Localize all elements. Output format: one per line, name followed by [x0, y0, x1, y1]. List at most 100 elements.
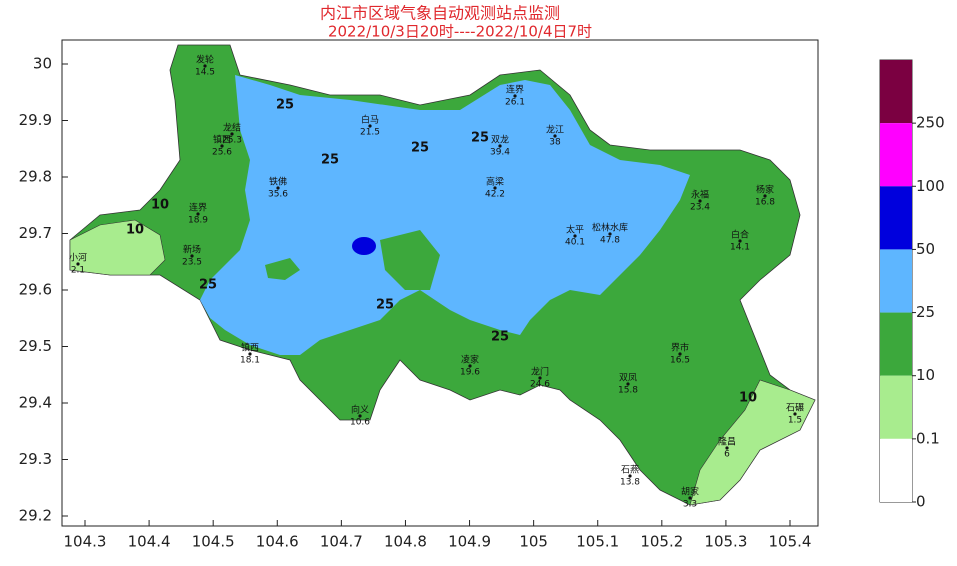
station-value: 42.2 [485, 190, 505, 200]
station-name: 凌家 [461, 354, 479, 366]
x-tick-label: 104.4 [128, 533, 171, 551]
station-dot [628, 474, 632, 478]
x-tick-label: 105.2 [640, 533, 683, 551]
contour-label: 25 [199, 278, 217, 293]
x-tick-label: 104.9 [448, 533, 491, 551]
station-value: 3.3 [683, 500, 697, 510]
station-value: 18.9 [188, 216, 208, 226]
station-value: 2.1 [71, 266, 85, 276]
station-dot [678, 352, 682, 356]
x-tick-label: 104.8 [384, 533, 427, 551]
y-tick-label: 29.7 [19, 224, 52, 242]
station-value: 15.8 [618, 386, 638, 396]
x-tick-label: 105.4 [769, 533, 812, 551]
station-value: 24.6 [530, 380, 550, 390]
legend-label: 0.1 [916, 429, 940, 447]
legend-label: 50 [916, 240, 935, 258]
contour-label: 25 [471, 131, 489, 146]
station-name: 太平 [566, 224, 584, 236]
legend-label: 250 [916, 114, 945, 132]
station-dot [368, 124, 372, 128]
station-name: 铁佛 [269, 176, 287, 188]
station-name: 石燕 [621, 464, 639, 476]
station-name: 龙门 [531, 366, 549, 378]
station-name: 石碾 [786, 403, 804, 414]
legend-swatch [880, 60, 912, 124]
station-dot [276, 186, 280, 190]
subtitle: 2022/10/3日20时----2022/10/4日7时 [328, 23, 592, 41]
station-dot [793, 412, 797, 416]
station-value: 14.5 [195, 68, 215, 78]
station-name: 龙江 [546, 124, 564, 136]
station-value: 35.6 [268, 190, 288, 200]
station-value: 39.4 [490, 148, 510, 158]
station-dot [493, 186, 497, 190]
station-name: 镇西 [213, 134, 231, 146]
station-dot [513, 94, 517, 98]
station-value: 25.6 [212, 148, 232, 158]
region-lightblue [200, 75, 690, 355]
station-dot [626, 382, 630, 386]
station-name: 隆昌 [718, 436, 736, 448]
station-name: 镇西 [241, 342, 259, 354]
region-lightgreen [689, 379, 816, 506]
map-area: 25252525251010252510发轮14.5龙结25.3镇西25.6白马… [69, 44, 816, 510]
x-tick-label: 104.7 [320, 533, 363, 551]
station-value: 16.5 [670, 356, 690, 366]
x-tick-label: 104.5 [192, 533, 235, 551]
contour-label: 10 [739, 391, 757, 406]
station-name: 高梁 [486, 176, 504, 188]
station-value: 23.4 [690, 203, 710, 213]
station-value: 18.1 [240, 356, 260, 366]
station-dot [76, 262, 80, 266]
station-name: 小河 [69, 252, 87, 264]
region-green-island [265, 258, 300, 280]
region-green-island [380, 230, 440, 290]
station-dot [230, 132, 234, 136]
x-tick-label: 104.3 [64, 533, 107, 551]
region-blue [352, 237, 376, 255]
y-tick-label: 29.8 [19, 168, 52, 186]
station-dot [190, 254, 194, 258]
station-name: 界市 [671, 342, 689, 354]
station-dot [498, 144, 502, 148]
station-value: 23.5 [182, 258, 202, 268]
station-dot [608, 232, 612, 236]
x-tick-label: 105 [519, 533, 548, 551]
y-tick-label: 30 [33, 55, 52, 73]
station-name: 白合 [731, 229, 749, 241]
station-name: 连界 [506, 84, 524, 96]
station-dot [203, 64, 207, 68]
station-value: 13.8 [620, 478, 640, 488]
region-lightgreen [69, 219, 166, 276]
contour-label: 25 [276, 98, 294, 113]
station-value: 16.8 [755, 198, 775, 208]
station-name: 龙结 [223, 122, 241, 134]
station-value: 26.1 [505, 98, 525, 108]
station-dot [738, 239, 742, 243]
x-tick-label: 104.6 [256, 533, 299, 551]
station-name: 松林水库 [592, 222, 628, 234]
contour-label: 25 [491, 330, 509, 345]
station-dot [763, 194, 767, 198]
station-name: 胡家 [681, 486, 699, 498]
station-value: 6 [724, 450, 730, 460]
station-value: 21.5 [360, 128, 380, 138]
station-name: 向义 [351, 404, 369, 416]
station-dot [468, 364, 472, 368]
station-dot [538, 376, 542, 380]
x-tick-label: 105.3 [704, 533, 747, 551]
station-name: 永福 [691, 189, 709, 201]
station-dot [725, 446, 729, 450]
x-tick-label: 105.1 [576, 533, 619, 551]
title: 内江市区域气象自动观测站点监测 [320, 4, 560, 23]
station-name: 新场 [183, 244, 201, 256]
station-name: 连界 [189, 202, 207, 214]
contour-label: 25 [376, 298, 394, 313]
y-tick-label: 29.6 [19, 281, 52, 299]
contour-label: 25 [321, 153, 339, 168]
station-dot [358, 414, 362, 418]
station-value: 47.8 [600, 236, 620, 246]
station-dot [248, 352, 252, 356]
